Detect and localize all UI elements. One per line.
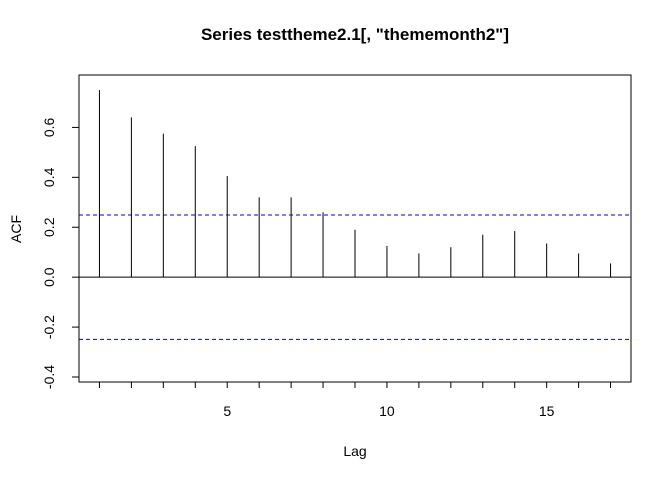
y-axis: -0.4 -0.2 0.0 0.2 0.4 0.6 <box>41 117 80 389</box>
y-tick-label: -0.2 <box>41 315 57 339</box>
y-tick-label: 0.0 <box>41 267 57 287</box>
y-tick-label: -0.4 <box>41 365 57 389</box>
y-tick-label: 0.2 <box>41 217 57 237</box>
x-tick-label: 15 <box>539 403 555 419</box>
x-axis: 5 10 15 <box>98 381 612 419</box>
x-tick-label: 5 <box>223 403 231 419</box>
y-tick-label: 0.6 <box>41 117 57 137</box>
y-axis-label: ACF <box>8 215 24 243</box>
x-tick-label: 10 <box>379 403 395 419</box>
acf-bars <box>98 89 612 278</box>
y-tick-label: 0.4 <box>41 167 57 187</box>
plot-frame <box>78 74 632 383</box>
x-axis-label: Lag <box>343 443 366 459</box>
confidence-bounds <box>79 214 631 340</box>
chart-title: Series testtheme2.1[, "thememonth2"] <box>201 25 509 44</box>
